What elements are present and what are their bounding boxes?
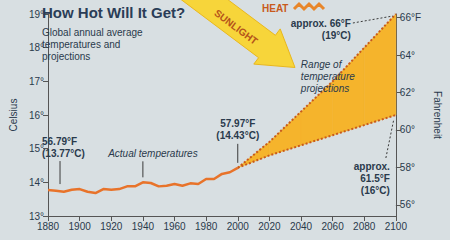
svg-text:1900: 1900 [69,221,92,232]
svg-text:Global annual average: Global annual average [42,27,145,38]
svg-text:14°: 14° [29,177,44,188]
svg-text:1880: 1880 [37,221,60,232]
svg-text:18°: 18° [28,42,44,54]
svg-text:2060: 2060 [321,221,344,232]
svg-text:(14.43°C): (14.43°C) [216,130,259,141]
svg-text:57.97°F: 57.97°F [220,118,255,129]
svg-text:56.79°F: 56.79°F [42,136,77,147]
svg-text:Actual temperatures: Actual temperatures [107,148,198,159]
svg-text:1940: 1940 [132,221,155,232]
svg-text:1980: 1980 [195,221,218,232]
svg-text:HEAT: HEAT [262,3,288,14]
svg-text:approx.: approx. [354,161,390,172]
svg-text:13°: 13° [28,210,44,222]
svg-text:Celsius: Celsius [8,99,19,132]
svg-text:17°: 17° [29,76,44,87]
svg-text:2000: 2000 [227,221,250,232]
svg-text:64°: 64° [400,50,415,61]
svg-text:61.5°F: 61.5°F [360,173,390,184]
svg-text:temperatures and: temperatures and [42,39,123,50]
svg-text:16°: 16° [29,110,44,121]
svg-text:How Hot Will It Get?: How Hot Will It Get? [42,4,185,21]
svg-text:1960: 1960 [163,221,186,232]
svg-text:projections: projections [300,83,349,94]
svg-text:58°: 58° [400,162,415,173]
svg-text:19°: 19° [28,8,44,20]
svg-text:temperature: temperature [301,71,358,82]
svg-text:approx. 66°F: approx. 66°F [291,18,351,29]
svg-text:2100: 2100 [385,221,408,232]
svg-text:(13.77°C): (13.77°C) [42,148,85,159]
svg-text:Fahrenheit: Fahrenheit [432,91,443,139]
svg-text:62°: 62° [400,87,415,98]
svg-text:(16°C): (16°C) [361,185,390,196]
svg-text:projections: projections [42,51,90,62]
svg-text:2020: 2020 [258,221,281,232]
svg-text:15°: 15° [28,143,44,155]
svg-text:2080: 2080 [353,221,376,232]
svg-text:66°F: 66°F [400,12,421,23]
svg-text:1920: 1920 [100,221,123,232]
svg-text:SUNLIGHT: SUNLIGHT [212,7,259,46]
svg-text:56°: 56° [400,199,415,210]
svg-text:2040: 2040 [290,221,313,232]
svg-text:(19°C): (19°C) [322,30,351,41]
svg-text:Range of: Range of [301,59,344,70]
svg-text:60°: 60° [400,124,415,135]
